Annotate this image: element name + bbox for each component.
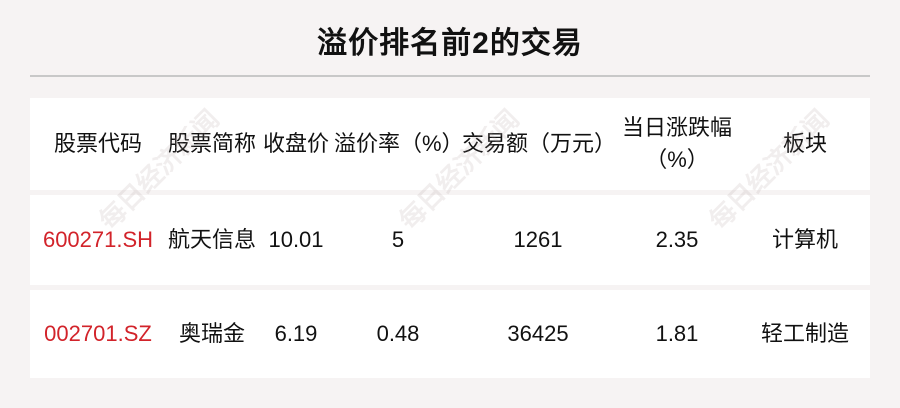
stock-name: 航天信息 — [167, 227, 256, 252]
page-title: 溢价排名前2的交易 — [317, 27, 583, 60]
header-close: 收盘价 — [262, 131, 329, 156]
header-premium: 溢价率（%） — [334, 131, 464, 156]
sector: 计算机 — [771, 227, 838, 252]
header-name: 股票简称 — [167, 131, 256, 156]
close-price: 6.19 — [274, 321, 318, 346]
trade-volume: 36425 — [507, 321, 569, 346]
header-sector: 板块 — [782, 131, 827, 156]
header-code: 股票代码 — [53, 131, 142, 156]
table-row: 600271.SH 航天信息 10.01 5 1261 2.35 计算机 — [30, 195, 870, 285]
header-change: 当日涨跌幅（%） — [621, 115, 732, 172]
sector: 轻工制造 — [760, 321, 849, 346]
daily-change: 1.81 — [655, 321, 699, 346]
stock-name: 奥瑞金 — [178, 321, 245, 346]
table-header: 股票代码 股票简称 收盘价 溢价率（%） 交易额（万元） 当日涨跌幅（%） 板块 — [30, 98, 870, 190]
stock-code: 002701.SZ — [44, 321, 152, 346]
stock-code: 600271.SH — [42, 227, 154, 252]
trade-volume: 1261 — [513, 227, 563, 252]
premium-rate: 5 — [391, 227, 405, 252]
daily-change: 2.35 — [655, 227, 699, 252]
header-volume: 交易额（万元） — [462, 131, 617, 156]
premium-rate: 0.48 — [376, 321, 420, 346]
title-divider — [30, 75, 870, 77]
close-price: 10.01 — [268, 227, 324, 252]
table-row: 002701.SZ 奥瑞金 6.19 0.48 36425 1.81 轻工制造 — [30, 290, 870, 378]
